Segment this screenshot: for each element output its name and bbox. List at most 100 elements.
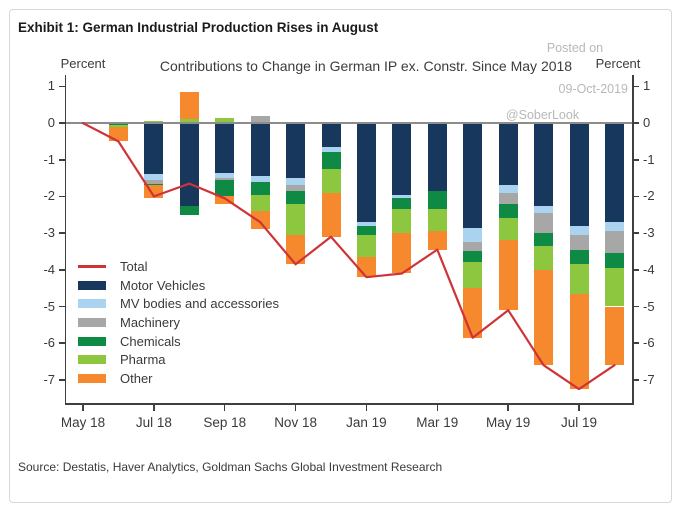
- legend-item-total_line: Total: [78, 257, 279, 276]
- bar-segment-other: [463, 288, 483, 338]
- bar-segment-other: [569, 293, 589, 390]
- bar-segment-chemicals: [321, 152, 341, 169]
- bar-segment-motor_vehicles: [215, 123, 235, 173]
- y-axis-unit-left: Percent: [60, 56, 106, 71]
- legend-item-mv_bodies: MV bodies and accessories: [78, 294, 279, 313]
- legend-swatch-chemicals: [78, 336, 106, 346]
- watermark-posted-on: Posted on: [546, 41, 604, 55]
- bar-segment-motor_vehicles: [286, 123, 306, 179]
- bar-segment-chemicals: [356, 225, 376, 235]
- image-border: [9, 9, 672, 503]
- legend-item-chemicals: Chemicals: [78, 332, 279, 351]
- y-tick-left: [59, 379, 65, 381]
- y-tick-label-right: -6: [643, 335, 655, 351]
- y-tick-left: [59, 342, 65, 344]
- x-tick-label: Jul 19: [561, 415, 598, 430]
- bar-segment-chemicals: [392, 198, 412, 210]
- bar-segment-chemicals: [179, 205, 199, 215]
- bar-segment-other: [356, 256, 376, 278]
- y-tick-label-right: -7: [643, 371, 655, 387]
- legend-swatch-pharma: [78, 355, 106, 365]
- bar-segment-other: [108, 126, 128, 142]
- bar-segment-pharma: [286, 203, 306, 235]
- y-tick-label-left: -3: [43, 225, 55, 241]
- bar-segment-mv_bodies: [569, 225, 589, 235]
- y-tick-label-left: -4: [43, 261, 55, 277]
- bar-segment-motor_vehicles: [498, 123, 518, 186]
- bar-segment-other: [534, 269, 554, 366]
- x-tick-label: Jan 19: [346, 415, 387, 430]
- bar-segment-pharma: [498, 218, 518, 241]
- legend-item-motor_vehicles: Motor Vehicles: [78, 276, 279, 295]
- bar-segment-machinery: [250, 115, 270, 124]
- bar-segment-pharma: [604, 267, 624, 307]
- bar-segment-other: [498, 240, 518, 311]
- y-tick-label-right: -3: [643, 225, 655, 241]
- legend-label: Machinery: [120, 314, 180, 330]
- y-tick-right: [633, 122, 639, 124]
- y-axis-right: [632, 75, 634, 405]
- bar-segment-other: [215, 196, 235, 204]
- y-tick-right: [633, 85, 639, 88]
- bar-segment-motor_vehicles: [250, 123, 270, 177]
- y-tick-label-left: -1: [43, 151, 55, 167]
- y-axis-unit-right: Percent: [595, 56, 641, 71]
- bar-segment-motor_vehicles: [604, 123, 624, 223]
- bar-segment-other: [427, 231, 447, 250]
- y-tick-right: [633, 342, 639, 344]
- legend-label: Other: [120, 370, 153, 386]
- bar-segment-chemicals: [286, 190, 306, 204]
- y-tick-label-right: -4: [643, 261, 655, 277]
- y-tick-left: [59, 122, 65, 124]
- legend-label: Pharma: [120, 352, 166, 368]
- x-tick: [294, 404, 297, 411]
- y-tick-right: [633, 379, 639, 381]
- y-tick-label-left: -7: [43, 371, 55, 387]
- bar-segment-chemicals: [215, 179, 235, 197]
- y-tick-left: [59, 195, 65, 198]
- bar-segment-chemicals: [604, 253, 624, 268]
- legend-swatch-total_line: [78, 264, 106, 268]
- x-tick: [82, 404, 84, 411]
- y-tick-right: [633, 195, 639, 198]
- legend-label: MV bodies and accessories: [120, 296, 279, 312]
- y-tick-left: [59, 269, 65, 271]
- y-tick-right: [633, 159, 639, 161]
- legend-swatch-other: [78, 373, 106, 383]
- bar-segment-chemicals: [569, 249, 589, 265]
- x-tick-label: May 19: [486, 415, 531, 430]
- y-tick-left: [59, 159, 65, 161]
- watermark-handle: @SoberLook: [505, 108, 580, 122]
- y-tick-left: [59, 305, 65, 308]
- bar-segment-machinery: [534, 212, 554, 234]
- bar-segment-pharma: [392, 209, 412, 234]
- bar-segment-motor_vehicles: [179, 123, 199, 206]
- bar-segment-machinery: [604, 231, 624, 254]
- legend-swatch-mv_bodies: [78, 299, 106, 309]
- y-tick-label-right: 1: [643, 78, 651, 94]
- bar-segment-motor_vehicles: [534, 123, 554, 206]
- bar-segment-mv_bodies: [286, 178, 306, 186]
- bar-segment-chemicals: [534, 233, 554, 246]
- x-tick-label: Jul 18: [135, 415, 172, 430]
- source-note: Source: Destatis, Haver Analytics, Goldm…: [18, 460, 443, 474]
- y-axis-left: [64, 75, 66, 405]
- bar-segment-mv_bodies: [604, 222, 624, 232]
- bar-segment-mv_bodies: [498, 185, 518, 193]
- bar-segment-machinery: [569, 234, 589, 250]
- legend-label: Motor Vehicles: [120, 277, 206, 293]
- legend-item-pharma: Pharma: [78, 350, 279, 369]
- x-tick: [507, 404, 509, 411]
- y-tick-right: [633, 269, 639, 271]
- bar-segment-motor_vehicles: [392, 123, 412, 195]
- bar-segment-pharma: [215, 117, 235, 124]
- chart-title: Contributions to Change in German IP ex.…: [159, 58, 573, 74]
- bar-segment-motor_vehicles: [321, 123, 341, 147]
- exhibit-title: Exhibit 1: German Industrial Production …: [18, 20, 379, 35]
- x-tick-label: Nov 18: [274, 415, 317, 430]
- bar-segment-chemicals: [427, 190, 447, 210]
- x-tick: [578, 404, 580, 411]
- legend-item-other: Other: [78, 369, 279, 388]
- bar-segment-motor_vehicles: [427, 123, 447, 191]
